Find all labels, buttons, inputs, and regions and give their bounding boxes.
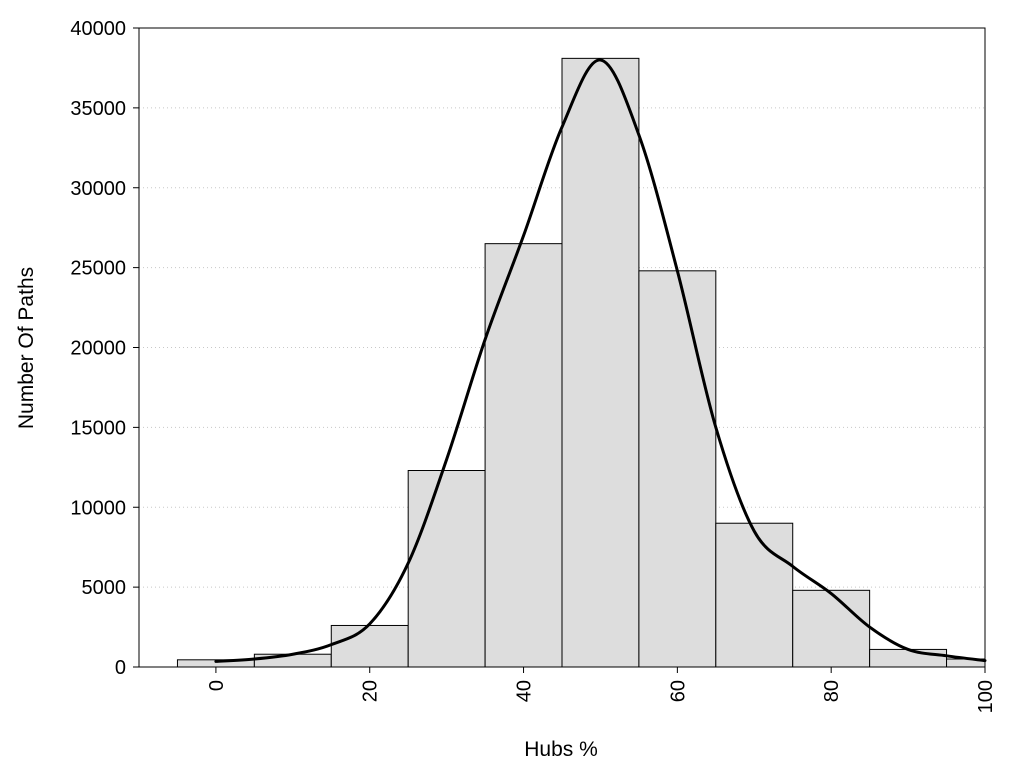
histogram-bar xyxy=(638,270,717,668)
y-tick-label: 30000 xyxy=(70,178,126,200)
histogram-bar xyxy=(869,648,948,668)
histogram-bar xyxy=(253,653,332,668)
y-tick-label: 10000 xyxy=(70,497,126,519)
y-tick-label: 20000 xyxy=(70,338,126,360)
y-axis-ticks: 0 5000 10000 15000 20000 25000 30000 35000 40000 xyxy=(70,18,139,679)
x-tick-label: 60 xyxy=(667,680,689,702)
histogram-bar xyxy=(561,57,640,668)
bars xyxy=(176,57,986,668)
histogram-bar xyxy=(715,522,794,668)
y-axis-label: Number Of Paths xyxy=(15,267,38,429)
histogram-bar xyxy=(792,589,871,668)
x-tick-label: 0 xyxy=(206,680,228,691)
y-tick-label: 5000 xyxy=(82,577,127,599)
histogram-bar xyxy=(330,624,409,668)
y-tick-label: 0 xyxy=(115,657,126,679)
y-tick-label: 40000 xyxy=(70,18,126,40)
x-axis-label: Hubs % xyxy=(524,738,598,761)
x-tick-label: 80 xyxy=(821,680,843,702)
density-curve xyxy=(214,58,987,663)
x-tick-label: 100 xyxy=(975,680,997,713)
x-tick-label: 40 xyxy=(514,680,536,702)
histogram-bar xyxy=(484,243,563,668)
x-tick-label: 20 xyxy=(360,680,382,702)
histogram-bar xyxy=(407,470,486,668)
y-tick-label: 15000 xyxy=(70,417,126,439)
y-tick-label: 35000 xyxy=(70,98,126,120)
x-axis-ticks: 0 20 40 60 80 100 xyxy=(206,667,997,713)
gridlines xyxy=(139,107,985,588)
y-tick-label: 25000 xyxy=(70,258,126,280)
